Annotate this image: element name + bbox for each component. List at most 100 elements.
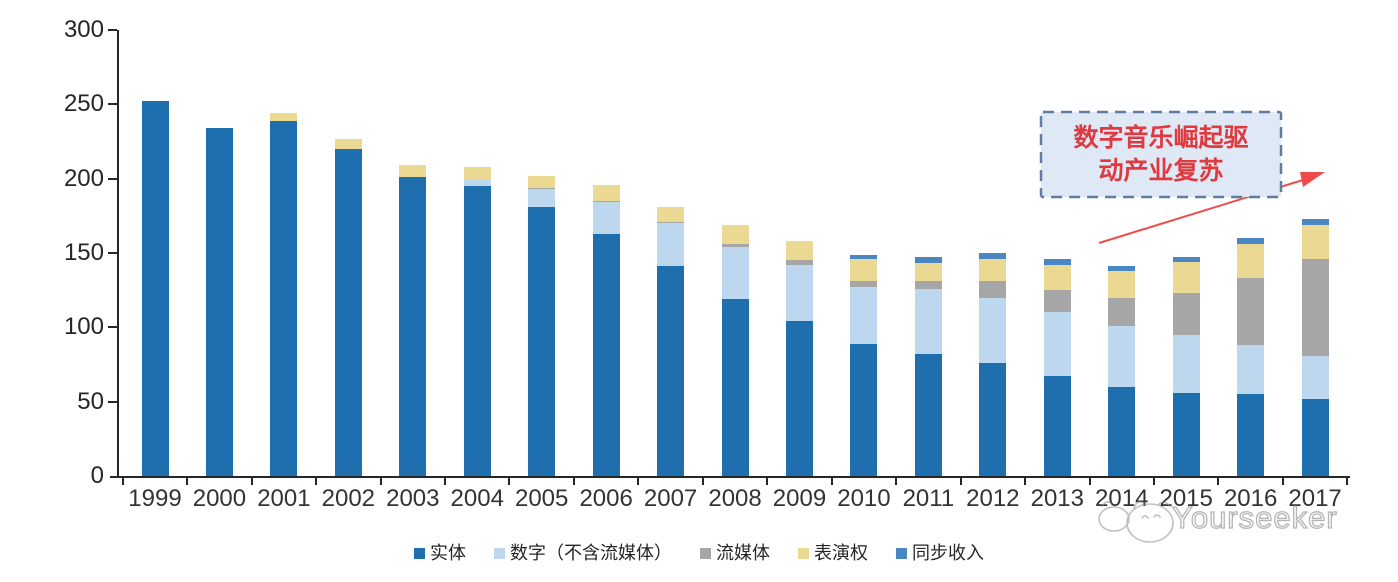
bar-segment bbox=[1043, 290, 1071, 313]
annotation-text-line2: 动产业复苏 bbox=[1098, 156, 1224, 185]
x-axis-tick bbox=[121, 478, 124, 485]
x-axis-label: 2010 bbox=[837, 485, 891, 512]
bar-segment bbox=[979, 363, 1007, 476]
x-axis-label: 2000 bbox=[192, 485, 247, 512]
bar-segment bbox=[979, 297, 1007, 364]
x-axis-label: 1999 bbox=[128, 485, 182, 512]
bar-segment bbox=[1237, 238, 1265, 245]
y-axis-tick-label: 250 bbox=[63, 90, 104, 118]
bar-segment bbox=[657, 206, 685, 222]
bar-segment bbox=[721, 247, 749, 300]
bar-segment bbox=[1237, 278, 1265, 346]
bar-segment bbox=[1043, 264, 1071, 291]
bar-segment bbox=[1108, 297, 1136, 326]
legend-item-label: 实体 bbox=[430, 543, 466, 563]
bar-segment bbox=[270, 113, 298, 121]
y-axis-tick bbox=[108, 29, 117, 31]
bar-segment bbox=[528, 187, 556, 190]
bar-segment bbox=[1043, 376, 1071, 476]
x-axis-label: 2006 bbox=[579, 485, 633, 512]
bar-segment bbox=[1301, 218, 1329, 225]
x-axis-label: 2003 bbox=[386, 485, 440, 512]
legend-marker-icon bbox=[494, 547, 505, 559]
y-axis-tick-label: 300 bbox=[63, 16, 104, 43]
y-axis-tick-label: 200 bbox=[63, 164, 104, 192]
bar-segment bbox=[850, 287, 878, 344]
bar-segment bbox=[1043, 312, 1071, 377]
bar-segment bbox=[592, 200, 620, 203]
bar-segment bbox=[1172, 392, 1200, 476]
legend-item-label: 流媒体 bbox=[716, 543, 770, 563]
x-axis-tick bbox=[1152, 478, 1155, 485]
x-axis-tick bbox=[186, 478, 189, 485]
y-axis-tick-label: 100 bbox=[63, 313, 104, 341]
bar-segment bbox=[1172, 257, 1200, 262]
bar-segment bbox=[721, 224, 749, 245]
bar-segment bbox=[657, 221, 685, 224]
y-axis-tick-label: 0 bbox=[90, 462, 104, 489]
legend-marker-icon bbox=[798, 547, 809, 559]
x-axis-label: 2005 bbox=[514, 485, 569, 512]
bar-segment bbox=[1237, 394, 1265, 476]
bar-segment bbox=[850, 281, 878, 288]
y-axis-tick-label: 150 bbox=[63, 239, 104, 266]
legend-item-label: 表演权 bbox=[814, 543, 868, 563]
x-axis-tick bbox=[508, 478, 511, 485]
bar-segment bbox=[205, 128, 233, 476]
legend-item: 表演权 bbox=[798, 543, 868, 563]
legend-item-label: 数字（不含流媒体） bbox=[510, 543, 672, 563]
watermark-brand-text: Yourseeker bbox=[1171, 499, 1338, 535]
bar-segment bbox=[1108, 386, 1136, 476]
y-axis-tick bbox=[108, 252, 117, 254]
bar-segment bbox=[850, 254, 878, 259]
bar-segment bbox=[914, 288, 942, 355]
bar-segment bbox=[528, 175, 556, 188]
bar-segment bbox=[657, 223, 685, 267]
bar-segment bbox=[721, 244, 749, 248]
bar-segment bbox=[786, 321, 813, 476]
bar-segment bbox=[1108, 266, 1136, 271]
bar-segment bbox=[528, 189, 556, 207]
x-axis-label: 2013 bbox=[1030, 485, 1084, 512]
x-axis-tick bbox=[315, 478, 318, 485]
bar-segment bbox=[979, 281, 1007, 298]
x-axis-label: 2008 bbox=[708, 485, 762, 512]
legend-marker-icon bbox=[896, 547, 907, 559]
x-axis-tick bbox=[959, 478, 962, 485]
bar-segment bbox=[1172, 334, 1200, 393]
bar-segment bbox=[399, 165, 427, 178]
bar-segment bbox=[914, 263, 942, 282]
bar-segment bbox=[1237, 345, 1265, 395]
x-axis-tick bbox=[895, 478, 898, 485]
bar-segment bbox=[463, 178, 491, 187]
bar-segment bbox=[270, 120, 298, 476]
bar-segment bbox=[979, 258, 1007, 282]
legend-item: 数字（不含流媒体） bbox=[494, 543, 672, 563]
bar-segment bbox=[850, 343, 878, 476]
x-axis-tick bbox=[1217, 478, 1220, 485]
legend-marker-icon bbox=[700, 547, 711, 559]
x-axis-tick bbox=[830, 478, 833, 485]
x-axis-label: 2002 bbox=[321, 485, 376, 512]
x-axis-label: 2015 bbox=[1159, 485, 1213, 512]
legend: 实体 数字（不含流媒体） 流媒体 表演权 同步收入 bbox=[0, 543, 1398, 563]
x-axis-tick bbox=[1281, 478, 1284, 485]
x-axis-label: 2017 bbox=[1288, 485, 1342, 512]
x-axis-tick bbox=[444, 478, 447, 485]
x-axis-tick bbox=[572, 478, 575, 485]
bar-segment bbox=[141, 101, 169, 476]
bar-segment bbox=[334, 138, 362, 149]
y-axis-tick-label: 50 bbox=[77, 387, 104, 415]
x-axis-tick bbox=[1088, 478, 1091, 485]
x-axis-tick bbox=[250, 478, 253, 485]
bar-segment bbox=[786, 241, 813, 261]
bar-segment bbox=[914, 257, 942, 264]
x-axis-tick bbox=[637, 478, 640, 485]
legend-item: 同步收入 bbox=[896, 543, 984, 563]
bar-segment bbox=[399, 177, 427, 476]
x-axis-label: 2004 bbox=[450, 485, 504, 512]
annotation-callout: 数字音乐崛起驱 动产业复苏 bbox=[1041, 112, 1281, 197]
x-axis-tick bbox=[379, 478, 382, 485]
annotation-text-line1: 数字音乐崛起驱 bbox=[1073, 123, 1249, 152]
